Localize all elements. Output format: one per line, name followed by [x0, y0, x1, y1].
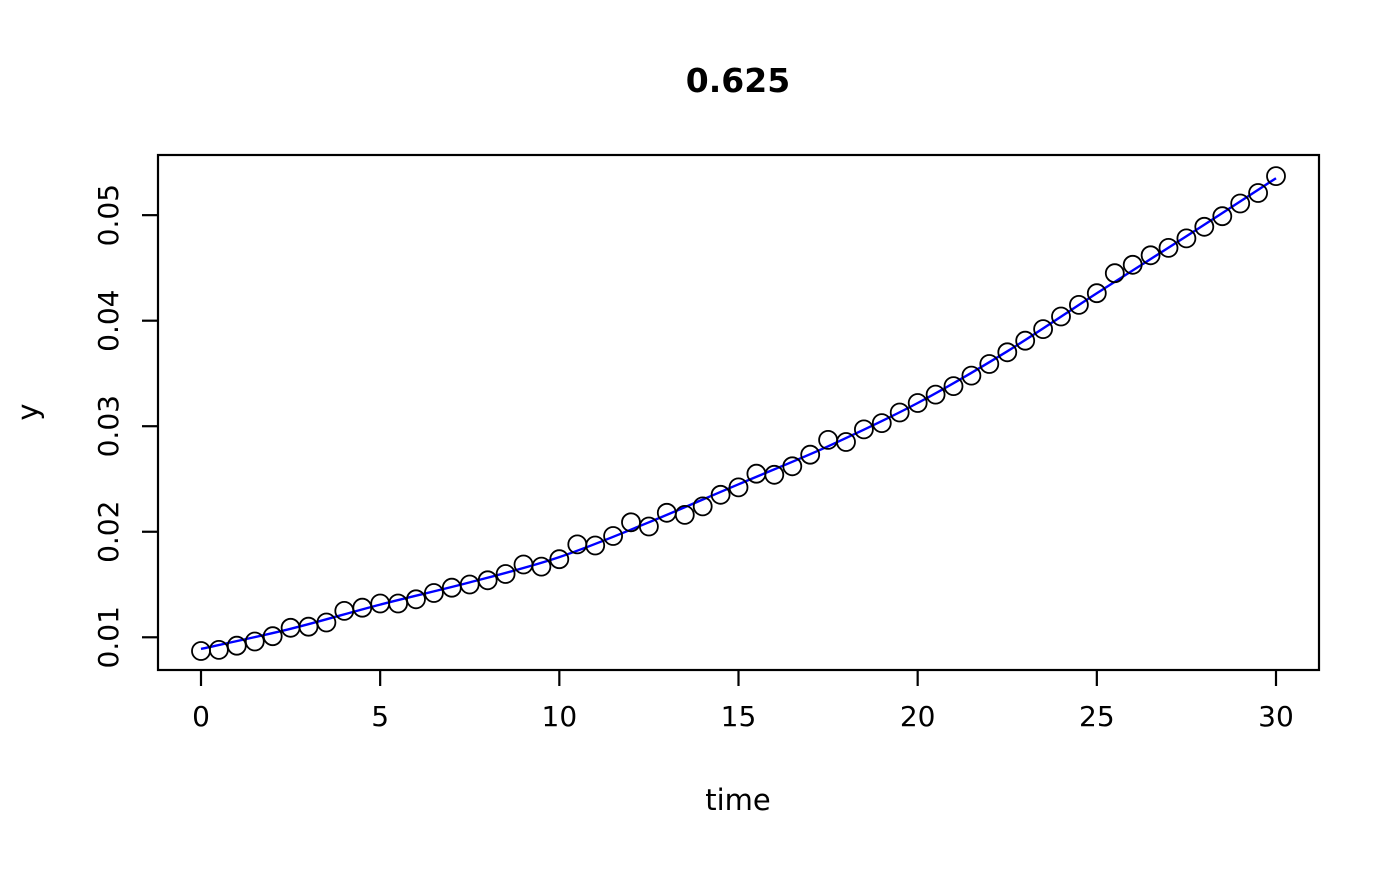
data-point	[1176, 228, 1197, 249]
data-point	[1140, 245, 1161, 266]
data-point	[531, 556, 552, 577]
data-point	[262, 626, 283, 647]
data-point	[316, 612, 337, 633]
data-point	[692, 496, 713, 517]
data-point	[764, 464, 785, 485]
data-point	[244, 631, 265, 652]
data-point	[1086, 283, 1107, 304]
data-point	[961, 365, 982, 386]
data-point	[728, 477, 749, 498]
data-point	[495, 564, 516, 584]
data-point	[782, 456, 803, 477]
x-tick-label: 25	[1079, 700, 1115, 733]
x-axis-tick-labels: 0 5 10 15 20 25 30	[192, 700, 1294, 733]
data-points	[191, 166, 1286, 661]
plot-box-border	[156, 153, 1321, 672]
data-point	[639, 516, 659, 537]
data-point	[334, 601, 355, 621]
data-point	[889, 402, 910, 423]
data-point	[836, 432, 856, 452]
x-tick-label: 15	[721, 700, 757, 733]
data-point	[1194, 216, 1215, 237]
data-point	[1248, 183, 1268, 203]
y-axis-label: y	[11, 403, 45, 420]
data-point	[800, 444, 821, 465]
data-point	[191, 641, 211, 661]
y-tick-label: 0.03	[92, 395, 125, 457]
data-point	[406, 589, 426, 610]
data-point	[477, 570, 498, 591]
y-axis-ticks	[142, 214, 158, 639]
data-point	[925, 384, 946, 405]
data-point	[1266, 166, 1286, 187]
data-point	[674, 505, 695, 525]
data-point	[871, 413, 892, 434]
data-point	[979, 354, 1000, 374]
x-tick-label: 10	[542, 700, 578, 733]
data-point	[1051, 306, 1071, 327]
x-tick-label: 5	[371, 700, 389, 733]
data-point	[423, 583, 444, 603]
data-point	[226, 635, 247, 656]
x-axis-ticks	[199, 670, 1278, 686]
x-axis-label: time	[705, 783, 771, 817]
data-point	[710, 484, 731, 505]
data-point	[854, 419, 874, 440]
data-point	[1033, 319, 1053, 340]
y-tick-label: 0.04	[92, 290, 125, 352]
data-point	[1230, 193, 1251, 214]
data-point	[1104, 263, 1125, 284]
data-point	[388, 593, 409, 614]
fitted-line	[200, 177, 1277, 651]
plot-title: 0.625	[686, 61, 790, 100]
data-point	[997, 342, 1018, 363]
data-point	[513, 554, 534, 575]
data-point	[585, 535, 606, 556]
data-point	[208, 640, 229, 660]
data-point	[1069, 294, 1089, 315]
data-point	[459, 574, 480, 595]
data-point	[549, 549, 570, 570]
x-tick-label: 20	[900, 700, 936, 733]
data-point	[907, 393, 928, 413]
y-axis-tick-labels: 0.01 0.02 0.03 0.04 0.05	[92, 184, 125, 668]
data-point	[1015, 330, 1036, 351]
data-point	[603, 526, 623, 546]
data-point	[943, 376, 964, 397]
y-tick-label: 0.05	[92, 184, 125, 246]
data-point	[1212, 206, 1233, 227]
data-point	[1158, 237, 1179, 258]
data-point	[1122, 254, 1143, 275]
y-tick-label: 0.01	[92, 606, 125, 668]
x-tick-label: 30	[1258, 700, 1294, 733]
y-tick-label: 0.02	[92, 501, 125, 563]
x-tick-label: 0	[192, 700, 210, 733]
